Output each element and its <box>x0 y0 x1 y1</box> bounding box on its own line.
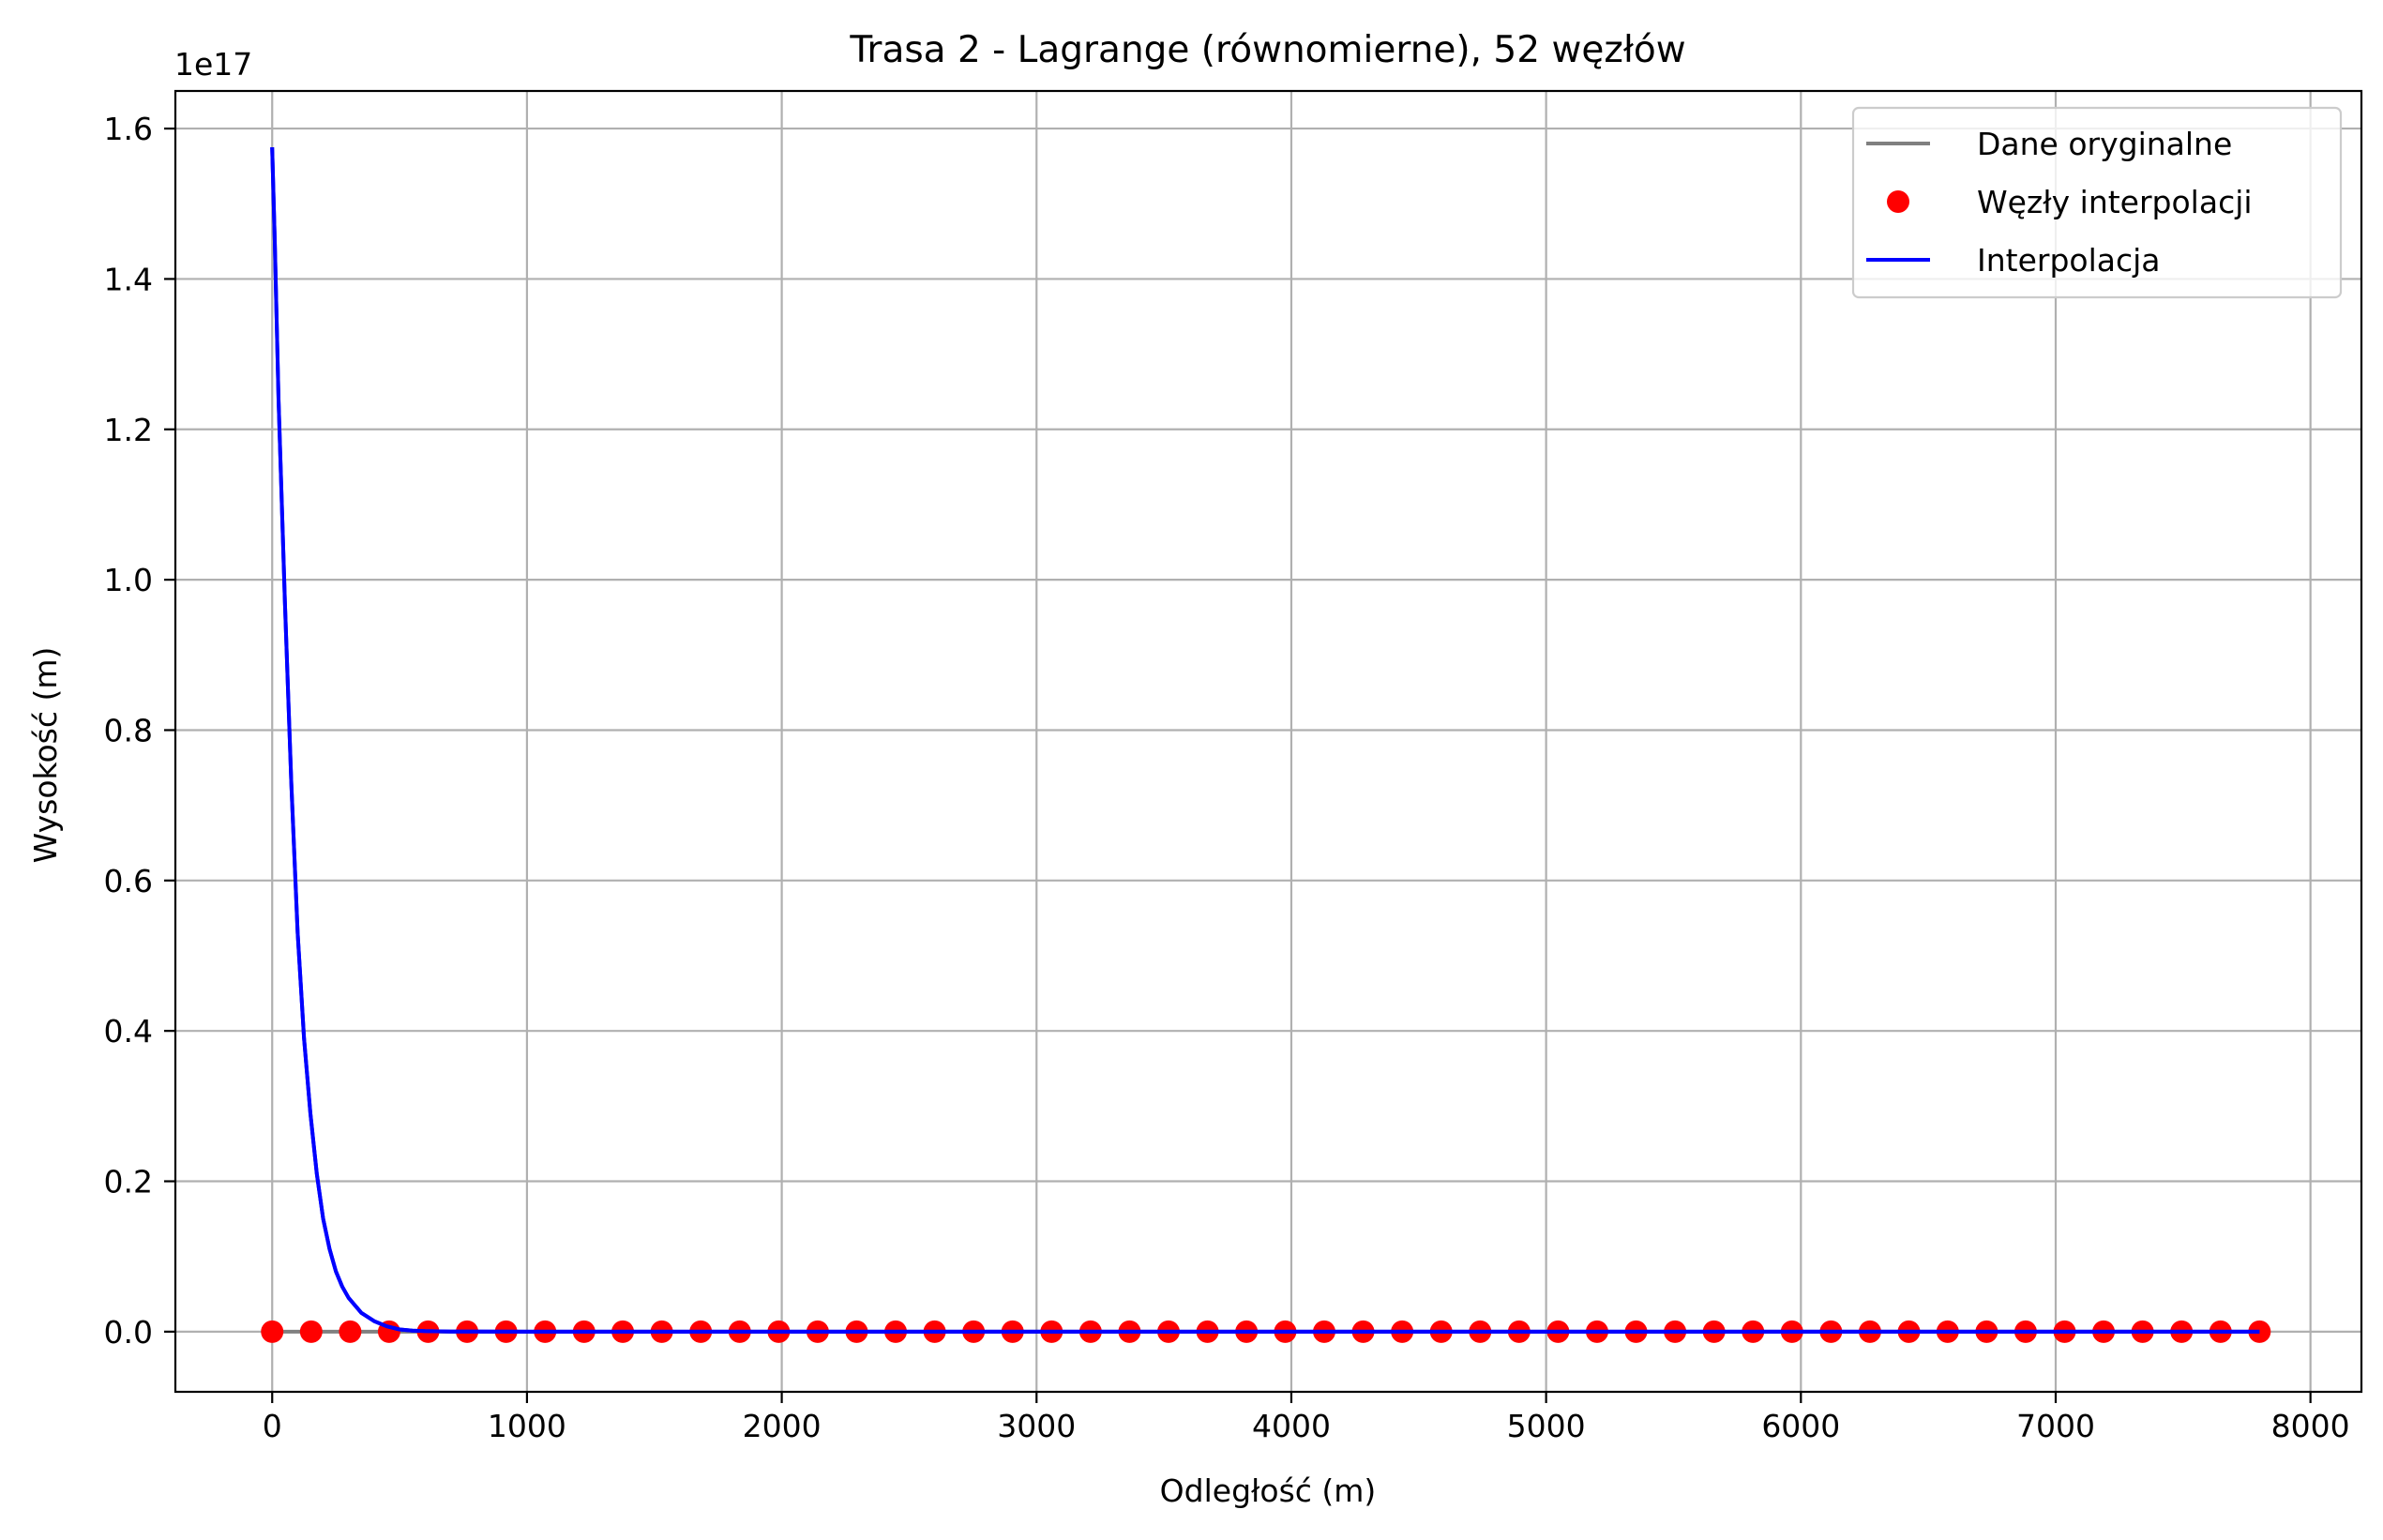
y-tick-label: 1.4 <box>104 261 153 297</box>
legend: Dane oryginalne Węzły interpolacji Interpo… <box>1851 106 2343 299</box>
x-tick-label: 3000 <box>997 1408 1076 1444</box>
interpolation-node-point <box>339 1320 362 1343</box>
y-tick-label: 0.0 <box>104 1314 153 1351</box>
y-tick-label: 0.6 <box>104 863 153 899</box>
x-tick-label: 5000 <box>1507 1408 1586 1444</box>
interpolation-line-overlay <box>270 147 2260 1334</box>
x-tick-label: 6000 <box>1761 1408 1840 1444</box>
y-axis-ticks: 0.0 0.2 0.4 0.6 0.8 1.0 1.2 1.4 1.6 <box>104 111 175 1351</box>
legend-entry-label: Interpolacja <box>1977 242 2161 279</box>
legend-marker-swatch <box>1887 190 1909 213</box>
y-axis-offset-text: 1e17 <box>174 46 252 83</box>
interpolation-node-point <box>2248 1320 2271 1343</box>
plot-series <box>261 147 2271 1343</box>
legend-entry-label: Węzły interpolacji <box>1977 184 2253 220</box>
legend-entry-label: Dane oryginalne <box>1977 126 2232 162</box>
plot-frame <box>173 89 2363 1394</box>
y-tick-label: 0.4 <box>104 1013 153 1049</box>
x-axis-ticks: 0 1000 2000 3000 4000 5000 6000 7000 8000 <box>263 1392 2350 1444</box>
y-tick-label: 1.6 <box>104 111 153 147</box>
x-tick-label: 0 <box>263 1408 282 1444</box>
y-tick-label: 0.2 <box>104 1164 153 1200</box>
interpolation-node-point <box>261 1320 284 1343</box>
chart-title: Trasa 2 - Lagrange (równomierne), 52 węz… <box>849 29 1685 71</box>
x-tick-label: 8000 <box>2271 1408 2350 1444</box>
y-axis-label: Wysokość (m) <box>27 647 64 864</box>
x-tick-label: 2000 <box>743 1408 822 1444</box>
interpolation-node-point <box>299 1320 323 1343</box>
x-axis-label: Odległość (m) <box>1160 1472 1377 1509</box>
x-gridlines <box>271 91 2312 1392</box>
x-tick-label: 7000 <box>2016 1408 2095 1444</box>
y-tick-label: 0.8 <box>104 712 153 748</box>
y-tick-label: 1.0 <box>104 562 153 598</box>
legend-box <box>1851 106 2343 299</box>
x-tick-label: 4000 <box>1252 1408 1331 1444</box>
x-tick-label: 1000 <box>488 1408 566 1444</box>
y-tick-label: 1.2 <box>104 412 153 448</box>
